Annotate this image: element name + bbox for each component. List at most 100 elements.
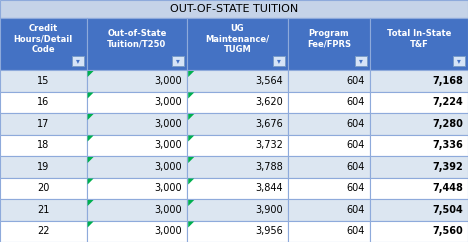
Text: 3,000: 3,000	[154, 76, 182, 86]
Bar	[87, 177, 187, 199]
Polygon shape	[88, 114, 94, 120]
Text: 7,224: 7,224	[432, 97, 463, 107]
Polygon shape	[188, 200, 194, 206]
Bar	[288, 199, 370, 220]
Bar	[370, 113, 468, 135]
Text: 604: 604	[346, 205, 365, 215]
Text: 604: 604	[346, 140, 365, 150]
Polygon shape	[88, 71, 94, 77]
Bar	[370, 199, 468, 220]
Text: 3,000: 3,000	[154, 205, 182, 215]
Polygon shape	[188, 157, 194, 163]
Text: 21: 21	[37, 205, 50, 215]
Polygon shape	[188, 92, 194, 98]
Polygon shape	[88, 157, 94, 163]
Text: Out-of-State
Tuition/T250: Out-of-State Tuition/T250	[107, 29, 167, 49]
Text: 604: 604	[346, 162, 365, 172]
Polygon shape	[88, 200, 94, 206]
Text: 3,000: 3,000	[154, 119, 182, 129]
Bar	[0, 0, 468, 18]
Text: 7,280: 7,280	[432, 119, 463, 129]
Text: 18: 18	[37, 140, 50, 150]
Text: 3,000: 3,000	[154, 97, 182, 107]
Bar	[288, 220, 370, 242]
Bar	[72, 56, 84, 66]
Bar	[288, 113, 370, 135]
Text: 604: 604	[346, 183, 365, 193]
Text: 604: 604	[346, 226, 365, 236]
Text: 19: 19	[37, 162, 50, 172]
Bar	[370, 135, 468, 156]
Bar	[87, 18, 187, 70]
Text: 3,000: 3,000	[154, 183, 182, 193]
Bar	[273, 56, 285, 66]
Bar	[0, 18, 468, 70]
Bar	[187, 199, 288, 220]
Text: 17: 17	[37, 119, 50, 129]
Bar	[87, 70, 187, 91]
Text: ▾: ▾	[359, 56, 363, 66]
Bar	[172, 56, 184, 66]
Text: ▾: ▾	[176, 56, 180, 66]
Text: 3,900: 3,900	[255, 205, 283, 215]
Text: 7,392: 7,392	[432, 162, 463, 172]
Text: 3,956: 3,956	[255, 226, 283, 236]
Text: 7,336: 7,336	[432, 140, 463, 150]
Bar	[370, 70, 468, 91]
Bar	[0, 220, 87, 242]
Bar	[288, 70, 370, 91]
Bar	[0, 177, 87, 199]
Bar	[187, 156, 288, 177]
Bar	[0, 70, 87, 91]
Text: 3,844: 3,844	[255, 183, 283, 193]
Bar	[453, 56, 465, 66]
Polygon shape	[88, 221, 94, 227]
Bar	[355, 56, 367, 66]
Polygon shape	[188, 136, 194, 142]
Polygon shape	[188, 221, 194, 227]
Bar	[288, 91, 370, 113]
Text: Credit
Hours/Detail
Code: Credit Hours/Detail Code	[14, 23, 73, 54]
Bar	[0, 113, 87, 135]
Bar	[288, 135, 370, 156]
Bar	[187, 91, 288, 113]
Bar	[187, 135, 288, 156]
Text: 3,676: 3,676	[255, 119, 283, 129]
Text: 7,504: 7,504	[432, 205, 463, 215]
Text: 3,000: 3,000	[154, 162, 182, 172]
Bar	[87, 199, 187, 220]
Text: ▾: ▾	[277, 56, 281, 66]
Text: 7,448: 7,448	[432, 183, 463, 193]
Bar	[370, 177, 468, 199]
Text: 7,168: 7,168	[432, 76, 463, 86]
Bar	[87, 135, 187, 156]
Bar	[0, 199, 87, 220]
Bar	[187, 70, 288, 91]
Text: ▾: ▾	[76, 56, 80, 66]
Bar	[370, 91, 468, 113]
Bar	[288, 177, 370, 199]
Text: 3,788: 3,788	[255, 162, 283, 172]
Text: Program
Fee/FPRS: Program Fee/FPRS	[307, 29, 351, 49]
Polygon shape	[188, 71, 194, 77]
Bar	[87, 113, 187, 135]
Bar	[187, 220, 288, 242]
Text: 22: 22	[37, 226, 50, 236]
Text: 3,000: 3,000	[154, 226, 182, 236]
Text: Total In-State
T&F: Total In-State T&F	[387, 29, 451, 49]
Text: 3,732: 3,732	[255, 140, 283, 150]
Text: 604: 604	[346, 76, 365, 86]
Text: 20: 20	[37, 183, 50, 193]
Bar	[370, 18, 468, 70]
Bar	[87, 156, 187, 177]
Bar	[288, 156, 370, 177]
Text: UG
Maintenance/
TUGM: UG Maintenance/ TUGM	[205, 23, 270, 54]
Text: 604: 604	[346, 119, 365, 129]
Text: 15: 15	[37, 76, 50, 86]
Bar	[0, 18, 87, 70]
Text: 3,620: 3,620	[255, 97, 283, 107]
Text: OUT-OF-STATE TUITION: OUT-OF-STATE TUITION	[170, 4, 298, 14]
Text: ▾: ▾	[457, 56, 461, 66]
Bar	[87, 220, 187, 242]
Text: 604: 604	[346, 97, 365, 107]
